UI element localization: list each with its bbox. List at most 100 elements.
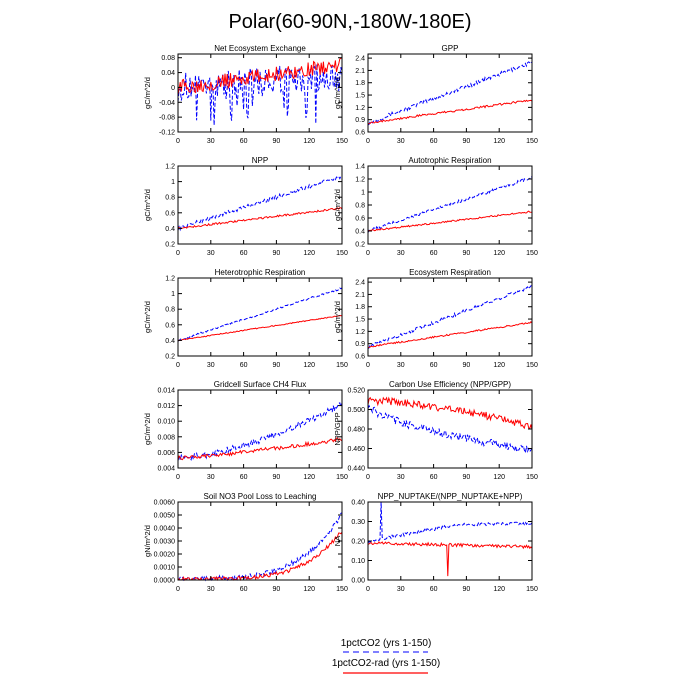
x-tick-label: 0 xyxy=(366,250,370,257)
x-tick-label: 120 xyxy=(303,138,315,145)
x-tick-label: 0 xyxy=(176,138,180,145)
y-tick-label: 0.10 xyxy=(351,558,365,565)
y-tick-label: 1.2 xyxy=(355,105,365,112)
x-tick-label: 90 xyxy=(273,474,281,481)
series-line-1pctco2-rad xyxy=(367,541,533,577)
plot-frame xyxy=(177,165,343,245)
y-tick-label: 0.0040 xyxy=(154,526,176,533)
chart-panel-3: 0 30 60 90 120 150 0.2 0.4 0.6 0.8 1 1.2 NPP gC/m^2/d xyxy=(143,156,348,257)
series-line-1pctco2-rad xyxy=(367,396,533,430)
series-line-1pctco2 xyxy=(177,175,343,232)
y-tick-label: 0.40 xyxy=(351,500,365,507)
x-tick-label: 90 xyxy=(463,138,471,145)
y-tick-label: 0.00 xyxy=(351,578,365,585)
y-tick-label: 1.2 xyxy=(355,177,365,184)
y-tick-label: 1.5 xyxy=(355,93,365,100)
y-tick-label: 0.6 xyxy=(165,210,175,217)
y-tick-label: 0.440 xyxy=(347,466,365,473)
x-tick-label: 60 xyxy=(430,586,438,593)
series-line-1pctco2 xyxy=(177,287,343,342)
x-tick-label: 120 xyxy=(303,586,315,593)
x-tick-label: 30 xyxy=(207,138,215,145)
x-tick-label: 30 xyxy=(397,138,405,145)
x-tick-label: 0 xyxy=(366,474,370,481)
y-tick-label: 1.8 xyxy=(355,304,365,311)
y-tick-label: 0.9 xyxy=(355,341,365,348)
series-line-1pctco2-rad xyxy=(177,207,343,230)
y-tick-label: 0.2 xyxy=(355,242,365,249)
chart-title: Gridcell Surface CH4 Flux xyxy=(214,380,306,389)
x-tick-label: 60 xyxy=(430,138,438,145)
x-tick-label: 90 xyxy=(463,474,471,481)
y-axis-label: gC/m^2/d xyxy=(333,189,342,221)
x-tick-label: 150 xyxy=(336,586,348,593)
y-tick-label: 0.04 xyxy=(161,70,175,77)
y-tick-label: 0.0050 xyxy=(154,513,176,520)
x-tick-label: 90 xyxy=(273,586,281,593)
chart-panel-5: 0 30 60 90 120 150 0.2 0.4 0.6 0.8 1 1.2 Heterotroph… xyxy=(143,268,348,369)
plot-frame xyxy=(367,389,533,469)
y-tick-label: 0.6 xyxy=(355,354,365,361)
y-tick-label: 0.460 xyxy=(347,446,365,453)
y-tick-label: 0.006 xyxy=(157,450,175,457)
y-tick-label: 1.2 xyxy=(165,276,175,283)
y-tick-label: 0.20 xyxy=(351,539,365,546)
x-tick-label: 0 xyxy=(176,362,180,369)
y-tick-label: 0.6 xyxy=(355,216,365,223)
chart-title: GPP xyxy=(442,44,459,53)
y-tick-label: 0.08 xyxy=(161,55,175,62)
y-tick-label: 0.4 xyxy=(355,229,365,236)
figure-title: Polar(60-90N,-180W-180E) xyxy=(228,11,471,33)
x-tick-label: 150 xyxy=(526,362,538,369)
chart-title: NPP_NUPTAKE/(NPP_NUPTAKE+NPP) xyxy=(378,492,523,501)
y-tick-label: 0.012 xyxy=(157,403,175,410)
x-tick-label: 90 xyxy=(273,362,281,369)
x-tick-label: 60 xyxy=(430,362,438,369)
y-axis-label: gC/m^2/d xyxy=(143,189,152,221)
plot-frame xyxy=(177,389,343,469)
chart-title: Soil NO3 Pool Loss to Leaching xyxy=(204,492,317,501)
x-tick-label: 60 xyxy=(240,586,248,593)
y-tick-label: 0.2 xyxy=(165,242,175,249)
series-line-1pctco2 xyxy=(367,404,533,455)
x-tick-label: 60 xyxy=(240,250,248,257)
series-line-1pctco2-rad xyxy=(367,210,532,233)
plot-frame xyxy=(367,277,533,357)
y-tick-label: 0.9 xyxy=(355,117,365,124)
plot-frame xyxy=(367,53,533,133)
x-tick-label: 120 xyxy=(493,362,505,369)
y-tick-label: 0 xyxy=(171,85,175,92)
x-tick-label: 90 xyxy=(273,250,281,257)
y-tick-label: 0.8 xyxy=(165,307,175,314)
x-tick-label: 120 xyxy=(303,474,315,481)
y-tick-label: 0.008 xyxy=(157,434,175,441)
y-tick-label: 0.6 xyxy=(355,130,365,137)
y-axis-label: gC/m^2/d xyxy=(333,301,342,333)
chart-panel-4: 0 30 60 90 120 150 0.2 0.4 0.6 0.8 1 1.2 1.4 Autotrop… xyxy=(333,156,538,257)
y-tick-label: 0.4 xyxy=(165,226,175,233)
y-tick-label: 0.480 xyxy=(347,427,365,434)
y-axis-label: gC/m^2/d xyxy=(143,301,152,333)
x-tick-label: 60 xyxy=(430,474,438,481)
series-line-1pctco2-rad xyxy=(367,99,533,125)
y-axis-label: gN/m^2/d xyxy=(143,525,152,557)
x-tick-label: 120 xyxy=(303,250,315,257)
y-tick-label: 1.5 xyxy=(355,317,365,324)
series-line-1pctco2-rad xyxy=(367,321,533,349)
y-tick-label: 1 xyxy=(361,190,365,197)
figure-legend: 1pctCO2 (yrs 1-150) 1pctCO2-rad (yrs 1-1… xyxy=(332,638,440,674)
series-line-1pctco2-rad xyxy=(177,57,343,95)
y-tick-label: 0.500 xyxy=(347,407,365,414)
y-tick-label: 1.8 xyxy=(355,80,365,87)
x-tick-label: 150 xyxy=(336,362,348,369)
y-tick-label: 0.8 xyxy=(165,195,175,202)
y-tick-label: 2.4 xyxy=(355,280,365,287)
y-tick-label: 0.2 xyxy=(165,354,175,361)
y-tick-label: 0.004 xyxy=(157,466,175,473)
x-tick-label: 120 xyxy=(493,474,505,481)
chart-panel-8: 0 30 60 90 120 1500.4400.4600.4800.5000.520Ca… xyxy=(333,380,538,481)
x-tick-label: 60 xyxy=(240,474,248,481)
chart-panel-2: 0 30 60 90 120 150 0.6 0.9 1.2 1.5 1.8 2.1 2.4 GPP gC/… xyxy=(333,44,538,145)
x-tick-label: 30 xyxy=(397,362,405,369)
